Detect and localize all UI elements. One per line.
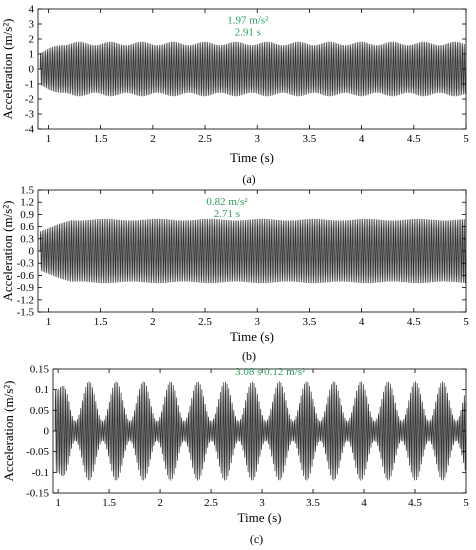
x-tick-label: 1 (46, 316, 52, 328)
peak-annotation: 2.71 s (214, 208, 240, 220)
peak-annotation: 0.82 m/s² (206, 196, 248, 208)
x-tick-label: 3 (254, 316, 260, 328)
y-tick-label: 0 (29, 246, 35, 258)
y-tick-label: 0.3 (20, 233, 34, 245)
panel-caption: (a) (242, 172, 255, 186)
y-tick-label: -0.3 (17, 258, 35, 270)
x-axis-label: Time (s) (238, 510, 282, 525)
peak-annotation: 3.08 s 0.12 m/s² (235, 366, 306, 378)
y-tick-label: 1.5 (20, 185, 34, 197)
x-tick-label: 1 (46, 133, 52, 145)
chart-panel-3: -0.15 -0.1 -0.05 0 0.05 0.1 0.15 1 1.5 2 2.5 3 3.5 4 4… (1, 364, 469, 547)
y-tick-label: -2 (25, 94, 34, 106)
signal-series-line (39, 218, 467, 284)
y-axis-label: Acceleration (m/s²) (0, 19, 15, 120)
panel-caption: (c) (250, 532, 263, 546)
x-tick-label: 5 (463, 316, 469, 328)
x-tick-label: 4 (359, 133, 365, 145)
y-tick-label: 4 (29, 4, 35, 16)
peak-annotation: 1.97 m/s² (227, 14, 269, 26)
x-tick-label: 3.5 (303, 316, 317, 328)
y-tick-label: -4 (25, 124, 35, 136)
x-tick-label: 3.5 (306, 497, 320, 509)
chart-panel-1: -4 -3 -2 -1 0 1 2 3 4 1 1.5 2 2.5 3 3.5 4 4.5 5 Time (s) Ac… (0, 4, 469, 187)
y-tick-label: -0.05 (26, 446, 49, 458)
y-tick-label: -3 (25, 109, 35, 121)
y-tick-label: -0.15 (26, 488, 49, 500)
x-tick-label: 4.5 (407, 133, 421, 145)
signal-series-line (54, 381, 467, 481)
x-tick-label: 3 (259, 497, 265, 509)
y-tick-label: -1.2 (17, 294, 34, 306)
x-tick-label: 1.5 (94, 133, 108, 145)
y-tick-label: -0.6 (17, 270, 35, 282)
y-tick-label: -0.9 (17, 282, 35, 294)
x-tick-label: 1.5 (102, 497, 116, 509)
x-axis-label: Time (s) (230, 329, 274, 344)
peak-annotation: 2.91 s (235, 26, 261, 38)
x-tick-label: 2 (157, 497, 163, 509)
x-tick-label: 2 (150, 133, 156, 145)
y-tick-label: 3 (29, 19, 35, 31)
y-axis-label: Acceleration (m/s²) (1, 381, 16, 482)
x-tick-label: 2.5 (198, 316, 212, 328)
panel-caption: (b) (242, 349, 256, 363)
y-tick-label: -0.1 (32, 467, 49, 479)
y-tick-label: 0.15 (30, 364, 50, 376)
x-tick-label: 1.5 (94, 316, 108, 328)
y-axis-label: Acceleration (m/s²) (0, 201, 15, 302)
x-tick-label: 1 (55, 497, 61, 509)
x-tick-label: 4 (361, 497, 367, 509)
x-tick-label: 5 (463, 133, 469, 145)
x-tick-label: 2 (150, 316, 156, 328)
y-tick-label: 0.6 (20, 221, 34, 233)
x-tick-label: 4.5 (407, 316, 421, 328)
x-tick-label: 3 (254, 133, 260, 145)
x-tick-label: 2.5 (204, 497, 218, 509)
y-tick-label: 1.2 (20, 197, 34, 209)
x-tick-label: 2.5 (198, 133, 212, 145)
y-tick-label: 2 (29, 34, 35, 46)
y-tick-label: 0 (29, 64, 35, 76)
y-tick-label: 1 (29, 49, 35, 61)
y-tick-label: -1.5 (17, 307, 35, 319)
x-tick-label: 3.5 (303, 133, 317, 145)
x-tick-label: 5 (463, 497, 469, 509)
chart-panel-2: -1.5-1.2-0.9-0.6-0.300.30.60.91.21.51 1.5… (0, 185, 469, 364)
signal-series-line (39, 41, 467, 97)
y-tick-label: -1 (25, 79, 34, 91)
y-tick-label: 0.05 (30, 405, 50, 417)
y-tick-label: 0.1 (35, 384, 49, 396)
y-tick-label: 0 (44, 426, 50, 438)
x-tick-label: 4.5 (408, 497, 422, 509)
x-axis-label: Time (s) (230, 150, 274, 165)
y-tick-label: 0.9 (20, 209, 34, 221)
x-tick-label: 4 (359, 316, 365, 328)
